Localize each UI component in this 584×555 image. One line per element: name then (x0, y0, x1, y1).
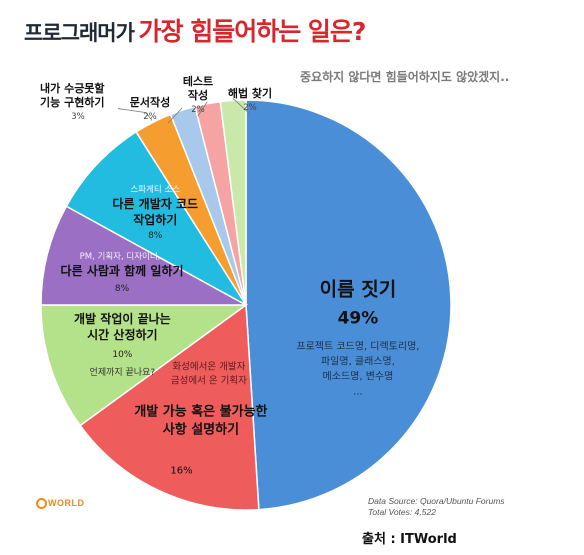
logo-text: WORLD (48, 498, 85, 508)
pie-slice-1 (245, 99, 452, 511)
source-line-1: Data Source: Quora/Ubuntu Forums (368, 496, 505, 506)
pie-slice-2 (79, 303, 260, 511)
leader-line-7 (167, 107, 183, 124)
slice-label-9a: 해법 찾기 (228, 86, 272, 100)
slice-note-1-0: 프로젝트 코드명, 디렉토리명, (296, 340, 419, 352)
slice-label-7a: 문서작성 (130, 95, 170, 109)
leader-line-8 (197, 101, 208, 117)
slice-note-1-3: ... (353, 386, 363, 397)
slice-label-5b: 작업하기 (133, 212, 177, 227)
slice-note-4-0: PM, 기획자, 디자이너, (80, 251, 161, 262)
slice-label-3b: 시간 산정하기 (87, 327, 157, 342)
slice-label-6a: 내가 수긍못할 (40, 81, 105, 95)
slice-note-5-0: 스파게티 소스 (130, 184, 180, 195)
slice-value-4: 8% (115, 284, 130, 294)
slice-label-2a: 개발 가능 혹은 불가능한 (134, 404, 267, 420)
slice-label-2b: 사항 설명하기 (163, 422, 239, 438)
leader-line-6 (117, 108, 153, 121)
slice-value-6: 3% (71, 112, 85, 122)
slice-value-8: 2% (191, 105, 205, 115)
slice-value-1: 49% (338, 308, 379, 328)
slice-note-3-0: 언제까지 끝나요? (90, 366, 156, 378)
data-source: Data Source: Quora/Ubuntu Forums Total V… (368, 496, 505, 518)
slice-label-3a: 개발 작업이 끝나는 (74, 311, 171, 326)
chart-title: 프로그래머가 가장 힘들어하는 일은? (24, 12, 367, 48)
pie-slice-3 (40, 304, 249, 427)
slice-value-7: 2% (143, 112, 157, 122)
leader-line-9 (232, 98, 251, 115)
slice-note-1-1: 파일명, 클래스명, (321, 355, 395, 367)
slice-note-2-1: 금성에서 온 기획자 (171, 375, 247, 387)
itworld-logo: WORLD (36, 498, 85, 510)
slice-value-5: 8% (148, 231, 163, 241)
slice-label-4: 다른 사람과 함께 일하기 (61, 263, 184, 278)
slice-label-8b: 작성 (188, 88, 208, 102)
slice-value-3: 10% (112, 350, 132, 360)
slice-label-5a: 다른 개발자 코드 (112, 196, 198, 211)
credit-text: 출처 : ITWorld (362, 532, 457, 547)
logo-ring-icon (36, 498, 47, 510)
chart-subtitle: 중요하지 않다면 힘들어하지도 않았겠지.. (300, 70, 510, 84)
pie-slice-9 (219, 99, 247, 306)
slice-label-8a: 테스트 (183, 74, 213, 88)
slice-value-2: 16% (170, 465, 192, 476)
slice-note-2-0: 화성에서온 개발자 (172, 362, 245, 373)
title-main: 가장 힘들어하는 일은? (138, 17, 367, 46)
source-line-2: Total Votes: 4,522 (368, 507, 436, 517)
title-prefix: 프로그래머가 (24, 21, 135, 45)
slice-label-1: 이름 짓기 (320, 278, 397, 300)
pie-slice-4 (40, 205, 247, 306)
pie-slice-5 (65, 130, 247, 306)
slice-value-9: 2% (243, 103, 257, 113)
slice-label-6b: 기능 구현하기 (40, 95, 105, 109)
slice-note-1-2: 메소드명, 변수명 (323, 370, 394, 382)
